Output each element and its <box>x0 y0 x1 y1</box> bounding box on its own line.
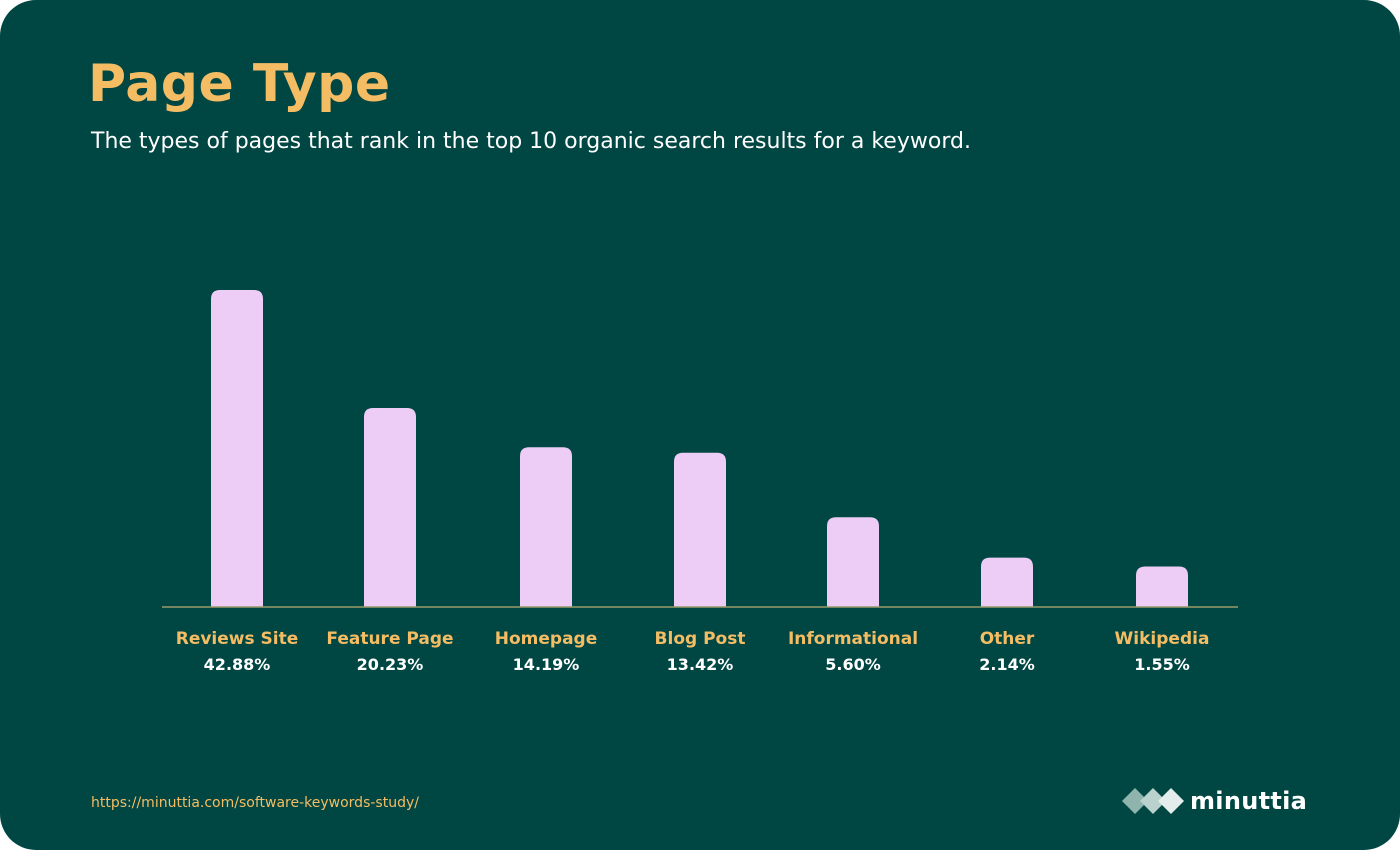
bar-homepage <box>520 447 572 607</box>
bar-blog-post <box>674 452 726 607</box>
value-label: 42.88% <box>204 655 271 674</box>
bar-feature-page <box>364 408 416 607</box>
value-label: 13.42% <box>667 655 734 674</box>
value-label: 5.60% <box>825 655 881 674</box>
value-label: 20.23% <box>357 655 424 674</box>
bar-other <box>981 557 1033 607</box>
page-title: Page Type <box>88 54 391 114</box>
bar-wikipedia <box>1136 566 1188 607</box>
category-label: Homepage <box>495 629 598 649</box>
source-link[interactable]: https://minuttia.com/software-keywords-s… <box>91 795 419 811</box>
bar-reviews-site <box>211 290 263 607</box>
category-label: Reviews Site <box>176 629 299 649</box>
category-label: Informational <box>788 629 918 649</box>
category-label: Feature Page <box>326 629 453 649</box>
category-label: Other <box>980 629 1035 649</box>
page-subtitle: The types of pages that rank in the top … <box>91 129 971 154</box>
value-label: 14.19% <box>513 655 580 674</box>
labels-group: Reviews Site 42.88% Feature Page 20.23% Home… <box>176 629 1210 674</box>
value-label: 2.14% <box>979 655 1035 674</box>
category-label: Blog Post <box>655 629 746 649</box>
brand-logo: minuttia <box>1122 786 1307 816</box>
diamond-chain-logo-icon <box>1122 788 1184 814</box>
value-label: 1.55% <box>1134 655 1190 674</box>
brand-name: minuttia <box>1190 787 1308 815</box>
bar-informational <box>827 517 879 607</box>
category-label: Wikipedia <box>1115 629 1210 649</box>
bars-group <box>211 290 1188 607</box>
